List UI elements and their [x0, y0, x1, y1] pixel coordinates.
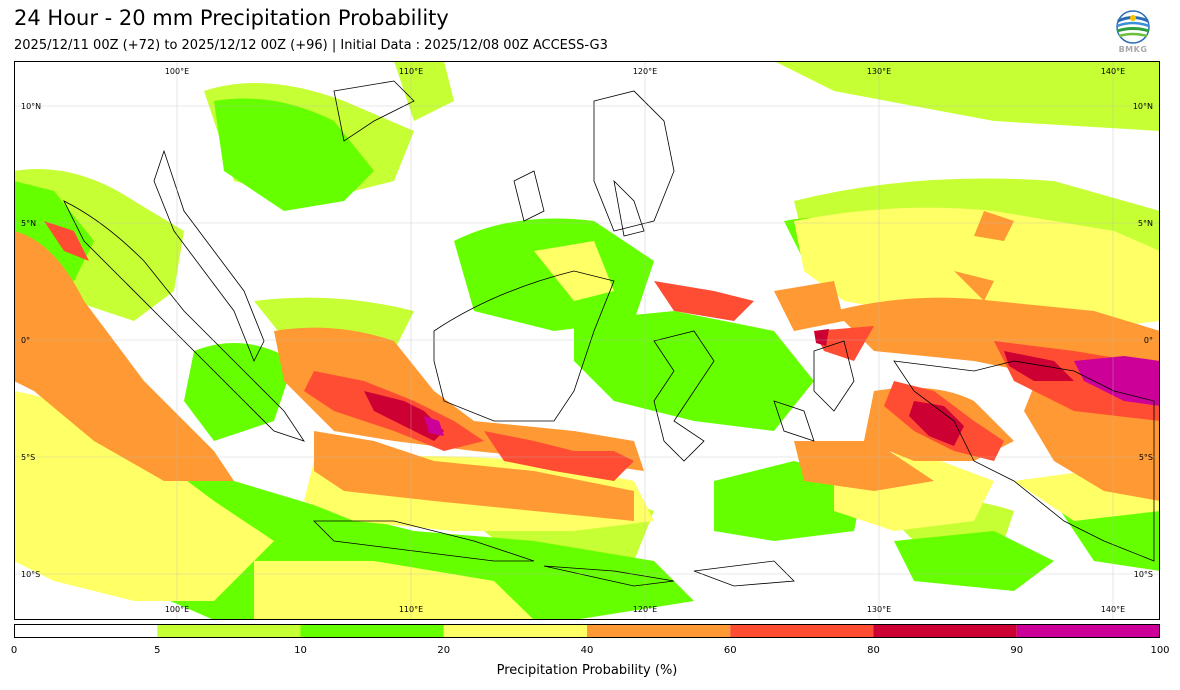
colorbar-tick-5: 5	[154, 645, 161, 656]
lat-label-right-5n: 5°N	[1138, 219, 1153, 228]
colorbar-bin-80-90	[873, 624, 1017, 638]
colorbar-tick-10: 10	[294, 645, 307, 656]
precipitation-map: 100°E 110°E 120°E 130°E 140°E 100°E 110°…	[14, 61, 1160, 620]
chart-title: 24 Hour - 20 mm Precipitation Probabilit…	[14, 6, 449, 30]
lon-label-top-100: 100°E	[165, 67, 189, 76]
colorbar-label: Precipitation Probability (%)	[496, 663, 678, 678]
colorbar-tick-20: 20	[437, 645, 451, 656]
lat-label-right-0: 0°	[1144, 336, 1153, 345]
lon-label-bottom-130: 130°E	[867, 605, 891, 614]
prob-90-100-areas	[424, 356, 1160, 436]
lon-label-bottom-140: 140°E	[1101, 605, 1125, 614]
lat-label-left-10n: 10°N	[21, 102, 41, 111]
colorbar-tick-100: 100	[1150, 645, 1170, 656]
colorbar	[14, 624, 1160, 638]
lon-label-top-120: 120°E	[633, 67, 657, 76]
graticule	[14, 61, 1160, 620]
prob-40-60-areas	[14, 211, 1160, 521]
colorbar-tick-80: 80	[867, 645, 880, 656]
lat-label-left-0: 0°	[21, 336, 30, 345]
bmkg-logo-icon: BMKG	[1114, 10, 1152, 56]
lat-label-right-5s: 5°S	[1139, 453, 1153, 462]
lon-label-bottom-100: 100°E	[165, 605, 189, 614]
colorbar-tick-90: 90	[1010, 645, 1024, 656]
logo-text: BMKG	[1118, 45, 1148, 54]
colorbar-bin-10-20	[300, 624, 444, 638]
colorbar-bin-20-40	[443, 624, 587, 638]
chart-subtitle: 2025/12/11 00Z (+72) to 2025/12/12 00Z (…	[14, 38, 608, 53]
colorbar-tick-40: 40	[580, 645, 594, 656]
colorbar-tick-0: 0	[10, 645, 18, 656]
lon-label-top-110: 110°E	[399, 67, 423, 76]
lon-label-bottom-110: 110°E	[399, 605, 423, 614]
lon-label-top-140: 140°E	[1101, 67, 1125, 76]
lat-label-right-10n: 10°N	[1133, 102, 1153, 111]
lon-label-top-130: 130°E	[867, 67, 891, 76]
lat-label-right-10s: 10°S	[1134, 570, 1153, 579]
lon-label-bottom-120: 120°E	[633, 605, 657, 614]
colorbar-bin-0-5	[14, 624, 158, 638]
coastlines	[63, 80, 1155, 587]
lat-label-left-5n: 5°N	[21, 219, 36, 228]
lat-label-left-5s: 5°S	[21, 453, 35, 462]
colorbar-tick-60: 60	[723, 645, 737, 656]
colorbar-bin-5-10	[157, 624, 301, 638]
colorbar-bin-90-100	[1016, 624, 1160, 638]
lat-label-left-10s: 10°S	[21, 570, 40, 579]
colorbar-bin-40-60	[587, 624, 731, 638]
prob-80-90-areas	[364, 329, 1074, 446]
colorbar-bin-60-80	[730, 624, 874, 638]
